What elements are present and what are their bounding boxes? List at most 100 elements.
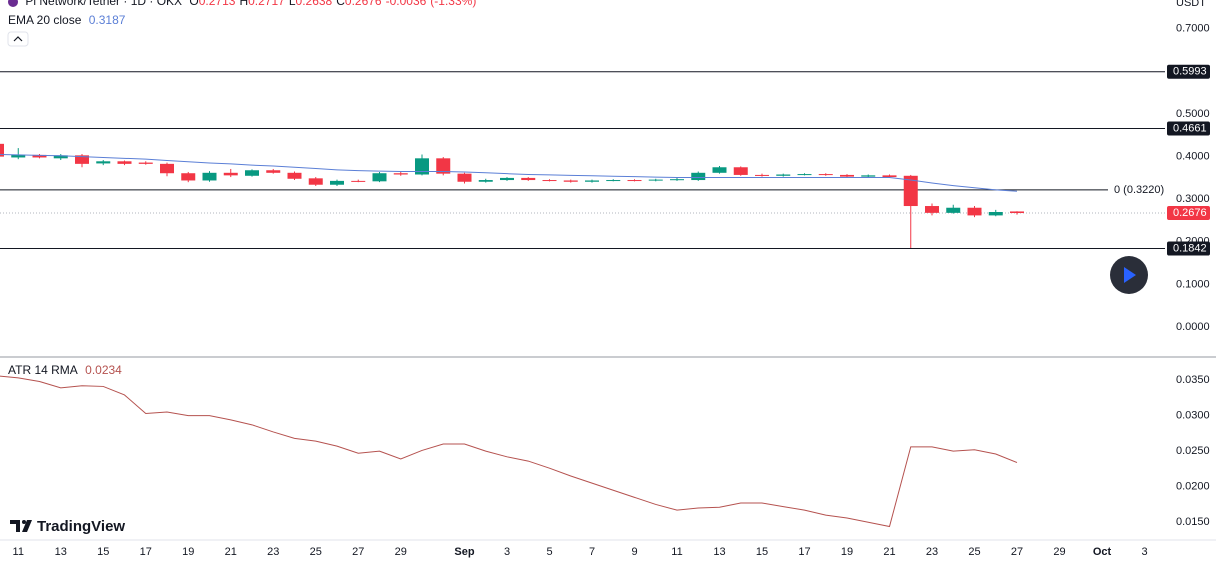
candle-body	[988, 211, 1003, 216]
x-tick-label: 17	[798, 546, 810, 558]
ohlc-value: 0.2713	[198, 0, 236, 8]
candle-body	[245, 170, 259, 176]
x-tick-label: Oct	[1093, 546, 1112, 558]
y-tick-label: 0.0000	[1176, 321, 1210, 333]
x-tick-label: 25	[310, 546, 322, 558]
x-tick-label: 11	[671, 546, 682, 558]
atr-legend: ATR 14 RMA 0.0234	[8, 363, 126, 377]
candle-body	[11, 154, 26, 158]
candle-body	[457, 173, 472, 182]
candle-body	[542, 180, 557, 182]
x-tick-label: 7	[589, 546, 595, 558]
ohlc-key: O	[189, 0, 199, 8]
y-tick-label: 0.0200	[1176, 481, 1210, 493]
currency: USDT	[1176, 0, 1206, 9]
ohlc-key: H	[239, 0, 249, 8]
candle-body	[330, 180, 344, 185]
candle-body	[925, 206, 939, 213]
ohlc-key: C	[336, 0, 345, 8]
x-tick-label: 21	[883, 546, 895, 558]
ema-name: EMA 20 close	[8, 13, 82, 27]
candle-body	[478, 180, 493, 182]
ohlc-value: 0.2717	[248, 0, 285, 8]
x-tick-label: 17	[140, 546, 152, 558]
candle-body	[138, 162, 153, 164]
candle-body	[415, 158, 429, 175]
candle-body	[160, 163, 174, 174]
ohlc-value: 0.2638	[295, 0, 333, 8]
x-tick-label: 15	[97, 546, 109, 558]
x-tick-label: 25	[968, 546, 980, 558]
y-tick-label: 0.0150	[1176, 516, 1210, 528]
x-tick-label: 9	[631, 546, 637, 558]
candle-body	[1010, 211, 1024, 214]
x-tick-label: 13	[55, 546, 67, 558]
candle-body	[351, 180, 366, 182]
x-tick-label: 21	[225, 546, 237, 558]
candle-body	[670, 179, 684, 181]
candle-body	[861, 175, 876, 177]
candle-body	[818, 174, 833, 176]
level-label-bg	[1167, 121, 1210, 136]
candle-body	[733, 167, 748, 175]
collapse-icon	[13, 36, 23, 42]
candle-body	[393, 173, 408, 175]
ema-value: 0.3187	[88, 13, 126, 27]
candle-body	[606, 180, 621, 182]
candle-body	[287, 172, 302, 179]
candle-body	[946, 207, 961, 213]
x-tick-label: 19	[841, 546, 853, 558]
x-tick-label: 23	[926, 546, 938, 558]
y-tick-label: 0.0300	[1176, 409, 1210, 421]
level-label: 0.1842	[1173, 242, 1207, 254]
ema-line	[0, 154, 1018, 192]
pair-icon	[8, 0, 18, 7]
candle-body	[96, 161, 111, 164]
candle-body	[755, 174, 769, 176]
candle-body	[500, 177, 514, 181]
title: Pi Network/Tether · 1D · OKX	[25, 0, 183, 8]
x-tick-label: 15	[756, 546, 768, 558]
atr-name: ATR 14 RMA	[8, 363, 78, 377]
candle-body	[648, 179, 663, 181]
candle-body	[521, 177, 536, 181]
ohlc: O0.2713 H0.2717 L0.2638 C0.2676 -0.0036 (-1.3…	[189, 0, 480, 8]
ohlc-key: L	[288, 0, 296, 8]
price-label-bg	[1167, 206, 1210, 221]
x-tick-label: 27	[1011, 546, 1023, 558]
x-tick-label: 23	[267, 546, 279, 558]
candle-body	[967, 207, 982, 216]
atr-line	[0, 375, 1018, 528]
collapse-button[interactable]	[7, 31, 29, 47]
change-pct: (-1.33%)	[430, 0, 477, 8]
level-label-bg	[1167, 64, 1210, 79]
candle-body	[712, 167, 727, 173]
candle-body	[627, 180, 642, 182]
x-tick-label: 19	[182, 546, 194, 558]
branding: TradingView	[37, 518, 125, 535]
candle-body	[32, 154, 47, 158]
candle-body	[202, 172, 217, 181]
candle-body	[436, 158, 451, 174]
tv-logo	[10, 520, 32, 532]
header: Pi Network/Tether · 1D · OKX O0.2713 H0.2…	[8, 0, 484, 8]
change: -0.0036	[385, 0, 427, 8]
candle-body	[691, 172, 706, 181]
candle-body	[308, 178, 323, 185]
candle-body	[0, 143, 4, 157]
candle-body	[563, 180, 578, 182]
candle-body	[585, 180, 599, 182]
candle-body	[117, 161, 132, 164]
y-tick-label: 0.7000	[1176, 23, 1210, 35]
level-label-bg	[1167, 241, 1210, 256]
candle-body	[903, 175, 918, 207]
candle-body	[53, 155, 68, 159]
x-tick-label: 29	[1053, 546, 1065, 558]
y-tick-label: 0.4000	[1176, 151, 1210, 163]
candle-body	[223, 172, 238, 176]
ema-legend: EMA 20 close 0.3187	[8, 13, 129, 27]
candle-body	[181, 173, 196, 181]
play-icon	[1124, 267, 1136, 283]
